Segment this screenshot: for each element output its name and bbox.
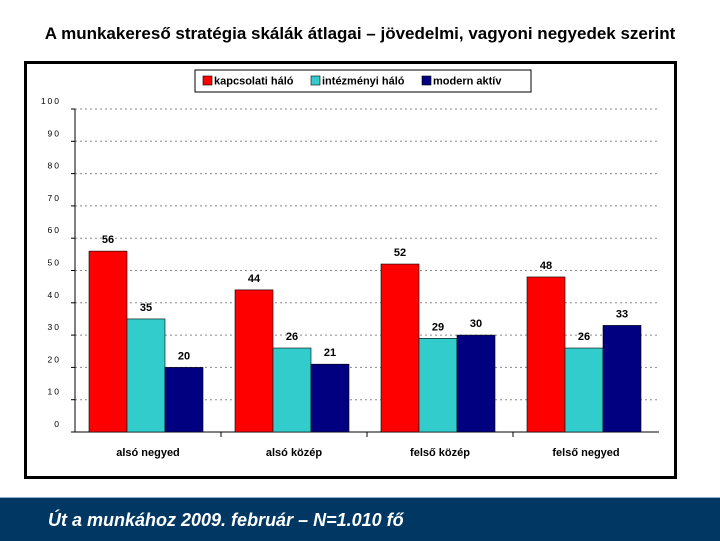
legend-label: intézményi háló xyxy=(322,76,405,88)
legend-swatch xyxy=(310,75,321,86)
y-tick-label: 80 xyxy=(48,161,61,171)
bar xyxy=(456,334,496,433)
y-tick-label: 50 xyxy=(48,258,61,268)
bar-chart: 0 10 20 30 40 50 60 70 80 90 100 56 35 20 alsó negyed 4… xyxy=(41,69,659,459)
y-tick-label: 90 xyxy=(48,128,61,138)
x-tick-label: felső közép xyxy=(410,447,470,459)
x-tick-label: alsó negyed xyxy=(116,447,180,459)
footer-bar: Út a munkához 2009. február – N=1.010 fő xyxy=(0,497,720,541)
data-label: 44 xyxy=(248,273,261,285)
legend-swatch xyxy=(421,75,432,86)
bar xyxy=(602,325,642,433)
y-tick-label: 0 xyxy=(54,419,61,429)
data-label: 33 xyxy=(616,308,628,320)
bar xyxy=(126,318,166,433)
x-tick-label: felső negyed xyxy=(552,447,619,459)
chart-frame: 0 10 20 30 40 50 60 70 80 90 100 56 35 20 alsó negyed 4… xyxy=(24,61,677,479)
bar xyxy=(164,367,204,433)
bar xyxy=(310,363,350,433)
data-label: 20 xyxy=(178,350,190,362)
data-label: 21 xyxy=(324,347,336,359)
data-label: 26 xyxy=(286,331,298,343)
footer-caption: Út a munkához 2009. február – N=1.010 fő xyxy=(48,510,404,530)
bar xyxy=(272,347,312,433)
slide-title: A munkakereső stratégia skálák átlagai –… xyxy=(44,24,676,43)
legend-label: modern aktív xyxy=(433,76,502,88)
y-tick-label: 70 xyxy=(48,193,61,203)
y-tick-label: 40 xyxy=(48,290,61,300)
data-label: 52 xyxy=(394,247,406,259)
bar xyxy=(564,347,604,433)
y-tick-label: 100 xyxy=(41,96,61,106)
data-label: 35 xyxy=(140,302,152,314)
bar xyxy=(526,276,566,433)
data-label: 48 xyxy=(540,260,552,272)
bar xyxy=(380,263,420,433)
y-tick-label: 20 xyxy=(48,354,61,364)
legend-label: kapcsolati háló xyxy=(214,76,294,88)
y-tick-label: 30 xyxy=(48,322,61,332)
legend-box xyxy=(194,69,532,93)
bar xyxy=(234,289,274,433)
data-label: 26 xyxy=(578,331,590,343)
legend-swatch xyxy=(202,75,213,86)
y-tick-label: 60 xyxy=(48,225,61,235)
x-tick-label: alsó közép xyxy=(266,447,323,459)
y-tick-label: 10 xyxy=(48,387,61,397)
bar xyxy=(88,250,128,433)
data-label: 29 xyxy=(432,321,444,333)
data-label: 56 xyxy=(102,234,114,246)
bar xyxy=(418,338,458,433)
data-label: 30 xyxy=(470,318,482,330)
